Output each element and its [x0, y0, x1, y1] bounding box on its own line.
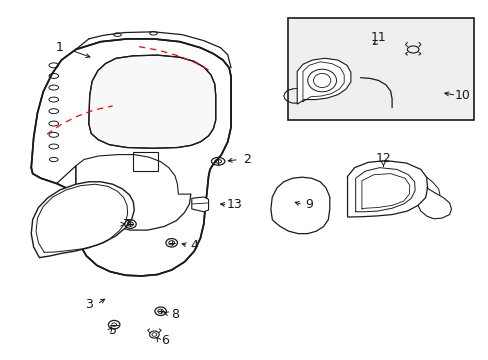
Polygon shape [31, 39, 231, 276]
Text: 7: 7 [123, 217, 131, 231]
Polygon shape [297, 58, 350, 104]
Text: 13: 13 [226, 198, 243, 211]
Text: 2: 2 [243, 153, 250, 166]
Text: 5: 5 [108, 324, 117, 337]
Polygon shape [31, 182, 134, 258]
Text: 8: 8 [171, 307, 179, 320]
Text: 11: 11 [370, 31, 386, 44]
Text: 10: 10 [454, 89, 469, 102]
Bar [287, 18, 472, 120]
Text: 1: 1 [56, 41, 64, 54]
Polygon shape [191, 197, 208, 212]
Text: 9: 9 [305, 198, 312, 211]
Text: 12: 12 [375, 152, 390, 165]
Text: 6: 6 [161, 334, 169, 347]
Polygon shape [347, 161, 427, 217]
Text: 4: 4 [190, 239, 198, 252]
Polygon shape [89, 55, 215, 148]
Text: 3: 3 [84, 298, 93, 311]
Polygon shape [270, 177, 329, 234]
